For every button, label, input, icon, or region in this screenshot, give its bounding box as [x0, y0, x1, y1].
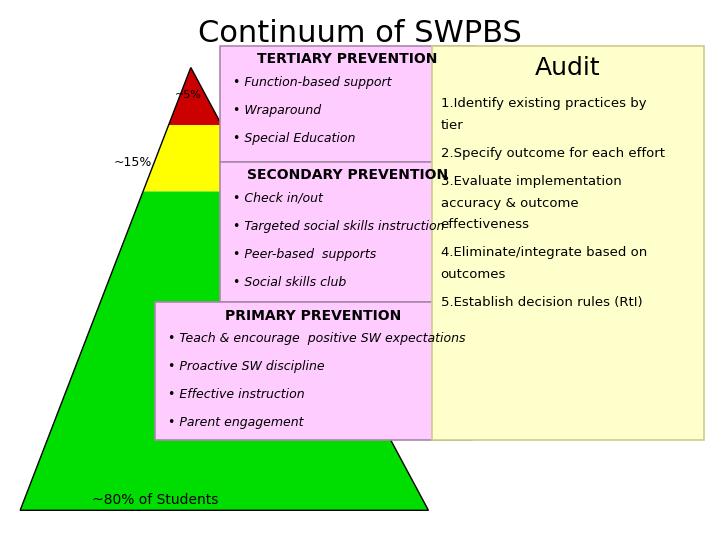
- Text: • Peer-based  supports: • Peer-based supports: [233, 248, 376, 261]
- FancyBboxPatch shape: [220, 46, 475, 162]
- Text: accuracy & outcome: accuracy & outcome: [441, 197, 578, 210]
- Text: 2.Specify outcome for each effort: 2.Specify outcome for each effort: [441, 147, 665, 160]
- Text: 5.Establish decision rules (RtI): 5.Establish decision rules (RtI): [441, 296, 642, 309]
- Text: tier: tier: [441, 119, 464, 132]
- Text: TERTIARY PREVENTION: TERTIARY PREVENTION: [257, 52, 438, 66]
- Text: outcomes: outcomes: [441, 268, 506, 281]
- Polygon shape: [20, 192, 428, 510]
- Polygon shape: [168, 68, 222, 125]
- Text: effectiveness: effectiveness: [441, 218, 530, 231]
- Text: SECONDARY PREVENTION: SECONDARY PREVENTION: [247, 168, 448, 183]
- Text: ~80% of Students: ~80% of Students: [91, 492, 218, 507]
- Text: PRIMARY PREVENTION: PRIMARY PREVENTION: [225, 309, 401, 323]
- Text: • Parent engagement: • Parent engagement: [168, 416, 303, 429]
- Text: • Special Education: • Special Education: [233, 132, 355, 145]
- Text: ~5%: ~5%: [175, 90, 202, 99]
- Text: • Check in/out: • Check in/out: [233, 192, 323, 205]
- FancyBboxPatch shape: [220, 162, 475, 302]
- Text: 1.Identify existing practices by: 1.Identify existing practices by: [441, 97, 647, 110]
- Text: • Teach & encourage  positive SW expectations: • Teach & encourage positive SW expectat…: [168, 332, 465, 345]
- Text: • Wraparound: • Wraparound: [233, 104, 320, 117]
- Text: • Function-based support: • Function-based support: [233, 76, 391, 89]
- Text: • Effective instruction: • Effective instruction: [168, 388, 305, 401]
- Text: • Targeted social skills instruction: • Targeted social skills instruction: [233, 220, 444, 233]
- Text: Audit: Audit: [535, 56, 601, 79]
- Text: • Social skills club: • Social skills club: [233, 276, 346, 289]
- FancyBboxPatch shape: [432, 46, 704, 440]
- Text: 4.Eliminate/integrate based on: 4.Eliminate/integrate based on: [441, 246, 647, 259]
- Text: ~15%: ~15%: [114, 156, 153, 168]
- Polygon shape: [143, 125, 257, 192]
- FancyBboxPatch shape: [155, 302, 472, 440]
- Text: • Proactive SW discipline: • Proactive SW discipline: [168, 360, 325, 373]
- Text: Continuum of SWPBS: Continuum of SWPBS: [198, 19, 522, 48]
- Text: 3.Evaluate implementation: 3.Evaluate implementation: [441, 175, 621, 188]
